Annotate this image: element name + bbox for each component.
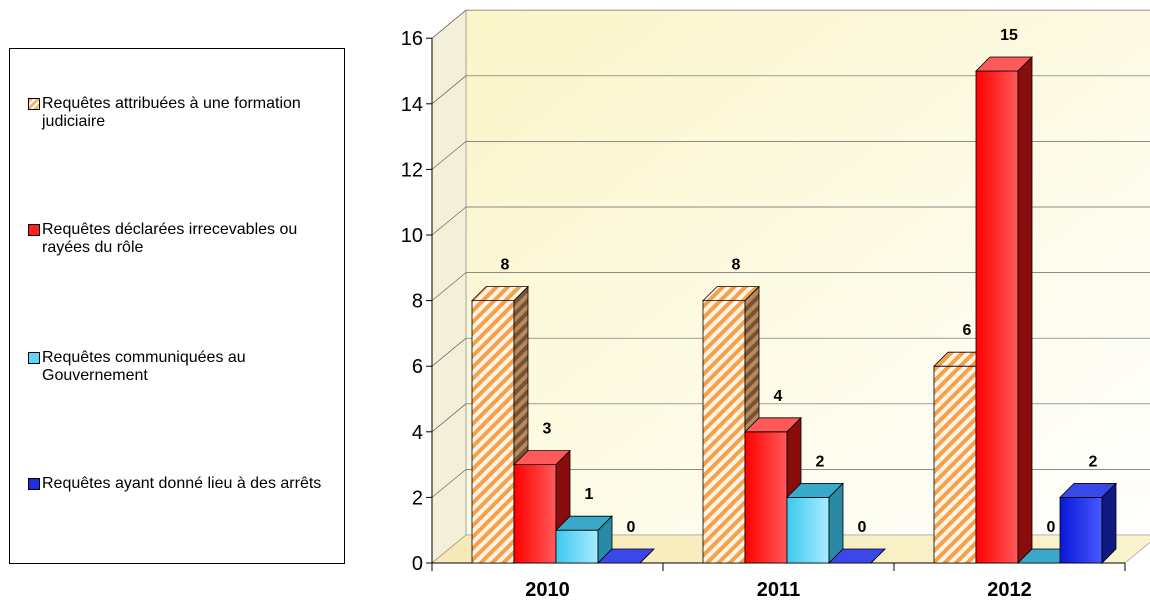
data-label: 6 [963, 322, 972, 339]
y-tick-label: 6 [412, 356, 423, 378]
data-label: 2 [816, 453, 825, 470]
x-tick-label: 2011 [757, 579, 800, 601]
legend-label: Requêtes communiquées au Gouvernement [42, 349, 246, 384]
gridline-side [431, 337, 467, 367]
gridline-side [431, 9, 467, 39]
bar [513, 464, 557, 564]
y-tick-label: 12 [401, 159, 423, 181]
gridline-side [431, 206, 467, 236]
bar-side [639, 548, 655, 564]
bar [786, 496, 830, 564]
legend-item: Requêtes attribuées à une formation judi… [28, 95, 348, 131]
gridline-side [431, 403, 467, 433]
bar-side [1101, 482, 1117, 564]
bar-side [870, 548, 886, 564]
bar [933, 365, 977, 564]
gridline-side [431, 75, 467, 105]
data-label: 3 [543, 421, 552, 438]
bar [744, 431, 788, 564]
bar [975, 70, 1019, 564]
y-tick-label: 10 [401, 225, 423, 247]
legend-label: Requêtes ayant donné lieu à des arrêts [42, 475, 322, 492]
y-tick-label: 2 [412, 487, 423, 509]
x-tick-label: 2010 [525, 579, 570, 601]
data-label: 1 [585, 486, 594, 503]
data-label: 0 [858, 519, 867, 536]
y-tick-label: 16 [401, 28, 423, 50]
data-label: 4 [774, 388, 783, 405]
legend-item: Requêtes communiquées au Gouvernement [28, 349, 348, 385]
legend-label: Requêtes déclarées irrecevables ou rayée… [42, 221, 298, 256]
legend-item: Requêtes déclarées irrecevables ou rayée… [28, 221, 348, 257]
y-tick-label: 0 [412, 553, 423, 575]
legend-item: Requêtes ayant donné lieu à des arrêts [28, 475, 348, 493]
legend-swatch-cyan [28, 352, 40, 364]
legend: Requêtes attribuées à une formation judi… [9, 48, 345, 564]
gridline-side [431, 141, 467, 170]
data-label: 0 [627, 519, 636, 536]
gridline-side [431, 469, 467, 498]
data-label: 8 [501, 257, 510, 274]
bar [702, 300, 746, 564]
legend-swatch-hatched [28, 98, 40, 110]
y-tick-label: 8 [412, 291, 423, 313]
bar [1059, 496, 1103, 564]
y-tick-label: 14 [401, 94, 423, 116]
x-tick-label: 2012 [987, 579, 1032, 601]
gridline-side [431, 272, 467, 301]
bar [555, 529, 599, 564]
legend-swatch-blue [28, 478, 40, 490]
bar [471, 300, 515, 564]
bar-side [1017, 56, 1033, 564]
data-label: 15 [1000, 27, 1018, 44]
legend-label: Requêtes attribuées à une formation judi… [42, 95, 301, 130]
data-label: 2 [1089, 453, 1098, 470]
y-tick-label: 4 [412, 422, 423, 444]
data-label: 8 [732, 257, 741, 274]
data-label: 0 [1047, 519, 1056, 536]
legend-swatch-red [28, 224, 40, 236]
